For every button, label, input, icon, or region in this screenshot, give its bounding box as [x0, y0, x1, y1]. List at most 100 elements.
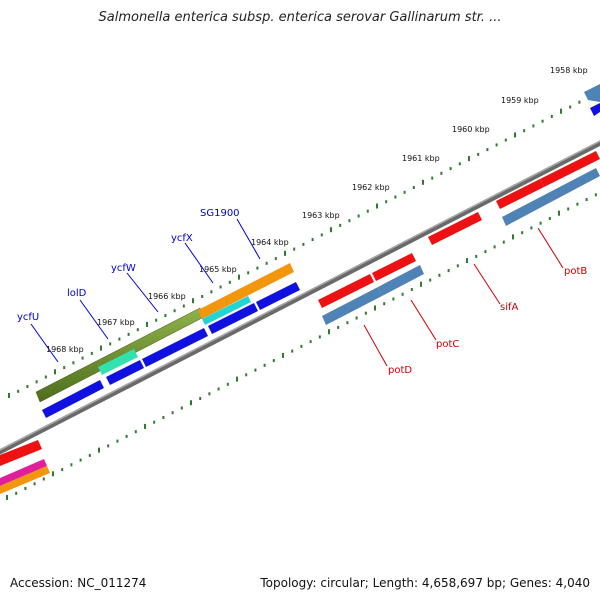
bottom-tick: [33, 482, 36, 486]
top-tick: [560, 108, 562, 114]
bottom-tick: [180, 406, 183, 410]
bottom-tick: [6, 495, 8, 500]
kbp-label: 1962 kbp: [352, 183, 390, 192]
gene-red-1[interactable]: [318, 274, 374, 308]
bottom-tick: [52, 471, 54, 477]
gene-label-ycfw[interactable]: ycfW: [111, 263, 136, 274]
gene-red-3[interactable]: [428, 212, 482, 245]
top-tick: [293, 247, 296, 251]
top-tick: [109, 342, 112, 346]
map-title: Salmonella enterica subsp. enterica sero…: [98, 10, 502, 25]
gene-red-2[interactable]: [372, 253, 416, 281]
top-tick: [366, 209, 369, 213]
top-tick: [17, 389, 20, 393]
bottom-tick: [153, 420, 156, 424]
gene-blue-5[interactable]: [256, 282, 300, 310]
gene-blue-1[interactable]: [42, 380, 104, 418]
bottom-tick: [512, 234, 514, 240]
forward-genes: [35, 103, 600, 418]
gene-label-ycfu[interactable]: ycfU: [17, 312, 39, 323]
top-gene-labels: SG1900 ycfX ycfW lolD ycfU: [17, 208, 240, 323]
gene-steel-right[interactable]: [584, 84, 600, 102]
gene-blue-4[interactable]: [208, 303, 258, 334]
top-tick: [431, 176, 434, 180]
gene-mint[interactable]: [98, 349, 138, 375]
bottom-tick: [493, 245, 496, 249]
kbp-label: 1959 kbp: [501, 96, 539, 105]
bottom-tick: [548, 217, 551, 220]
gene-magenta[interactable]: [0, 459, 47, 486]
top-tick: [569, 105, 572, 109]
top-tick: [504, 138, 507, 142]
kbp-label: 1961 kbp: [402, 154, 440, 163]
top-tick: [550, 115, 553, 118]
gene-blue-3[interactable]: [142, 328, 208, 367]
bottom-tick: [521, 231, 524, 235]
gene-label-potb[interactable]: potB: [564, 266, 587, 277]
top-tick: [284, 250, 286, 256]
top-tick: [164, 314, 167, 317]
top-tick: [155, 318, 158, 322]
top-tick: [357, 214, 360, 218]
bottom-tick: [98, 447, 100, 453]
bottom-tick: [585, 198, 588, 201]
bottom-tick: [383, 302, 386, 306]
top-tick: [265, 261, 268, 265]
gene-cyan[interactable]: [202, 296, 251, 325]
top-tick: [238, 274, 240, 280]
gene-label-lold[interactable]: lolD: [67, 288, 87, 299]
gene-steel-1[interactable]: [322, 287, 382, 325]
top-tick: [228, 280, 231, 284]
bottom-tick: [475, 254, 478, 258]
gene-label-sg1900[interactable]: SG1900: [200, 208, 240, 219]
gene-blue-2[interactable]: [106, 360, 144, 385]
bottom-label-leaders: [363, 227, 564, 367]
top-tick: [210, 290, 213, 294]
bottom-tick: [530, 226, 533, 230]
bottom-tick: [484, 250, 487, 254]
gene-red-5[interactable]: [540, 151, 600, 187]
bottom-tick: [107, 444, 110, 448]
top-tick: [201, 295, 204, 298]
top-tick: [81, 356, 84, 360]
gene-blue-right[interactable]: [590, 103, 600, 116]
top-tick: [486, 148, 489, 152]
accession-label: Accession: NC_011274: [10, 576, 147, 590]
reverse-genes: [0, 84, 600, 494]
top-tick: [339, 223, 342, 227]
top-tick: [449, 167, 452, 171]
bottom-tick: [392, 297, 395, 301]
bottom-tick: [245, 373, 248, 377]
gene-steel-3[interactable]: [502, 168, 600, 226]
top-tick: [100, 345, 102, 351]
gene-steel-2[interactable]: [378, 265, 424, 296]
bottom-tick-row: [6, 193, 597, 500]
bottom-tick: [576, 202, 579, 206]
bottom-tick: [374, 305, 376, 311]
bottom-tick: [208, 392, 211, 396]
top-tick: [192, 298, 194, 304]
top-tick: [302, 242, 305, 246]
gene-orange-lower[interactable]: [0, 466, 50, 494]
top-tick: [146, 321, 148, 327]
bottom-tick: [291, 349, 294, 353]
gene-red-4[interactable]: [496, 179, 544, 209]
bottom-tick: [199, 397, 202, 400]
top-tick: [182, 304, 185, 308]
gene-label-sifa[interactable]: sifA: [500, 302, 519, 313]
top-tick: [394, 195, 397, 199]
gene-label-potd[interactable]: potD: [388, 365, 412, 376]
top-tick: [330, 227, 332, 233]
gene-orange[interactable]: [198, 263, 294, 319]
top-tick-row: [8, 91, 599, 398]
bottom-tick: [162, 416, 165, 419]
bottom-tick: [70, 463, 73, 467]
top-label-leaders: [30, 218, 261, 363]
top-tick: [541, 119, 544, 123]
bottom-tick: [502, 240, 505, 244]
top-tick: [477, 152, 480, 156]
gene-label-potc[interactable]: potC: [436, 339, 459, 350]
gene-red-left[interactable]: [0, 440, 42, 466]
gene-label-ycfx[interactable]: ycfX: [171, 233, 193, 244]
